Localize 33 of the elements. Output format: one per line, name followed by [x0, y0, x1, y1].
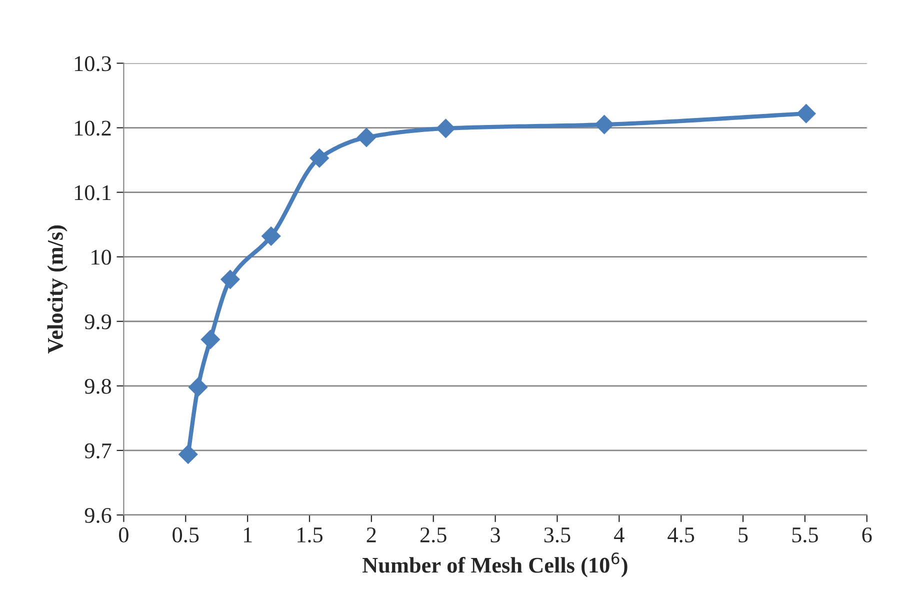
y-tick-label: 9.6 — [84, 508, 112, 523]
y-tick-label: 10.2 — [74, 120, 111, 136]
point — [310, 148, 329, 168]
point — [262, 226, 281, 246]
y-tick-label: 9.7 — [84, 443, 112, 458]
x-axis-title: Number of Mesh Cells (10$^{6}$) — [362, 552, 628, 578]
x-tick-label: 4 — [614, 528, 624, 542]
point — [594, 115, 614, 134]
y-axis-title: Velocity (m/s) — [47, 225, 68, 354]
y-tick-label: 10.3 — [74, 56, 112, 72]
x-tick-label: 0 — [119, 527, 128, 542]
point — [220, 270, 240, 289]
y-tick-label: 10 — [92, 250, 112, 265]
point — [356, 128, 376, 147]
x-tick-label: 6 — [862, 527, 872, 542]
point — [188, 378, 208, 397]
x-tick-label: 5.5 — [792, 528, 818, 543]
x-tick-label: 3 — [490, 527, 500, 542]
y-tick-label: 9.9 — [84, 314, 111, 330]
x-tick-label: 5 — [738, 528, 748, 542]
point — [796, 104, 816, 124]
x-tick-label: 2 — [366, 527, 376, 542]
x-tick-label: 0.5 — [172, 527, 199, 543]
x-tick-label: 2.5 — [420, 527, 446, 543]
x-tick-label: 1.5 — [298, 528, 323, 543]
x-tick-label: 1 — [244, 528, 252, 542]
x-tick-label: 3.5 — [544, 527, 570, 543]
point — [436, 118, 456, 138]
point — [200, 330, 220, 349]
x-tick-label: 4.5 — [668, 528, 694, 543]
y-tick-label: 9.8 — [84, 378, 112, 394]
y-tick-label: 10.1 — [74, 185, 111, 200]
point — [178, 444, 198, 464]
